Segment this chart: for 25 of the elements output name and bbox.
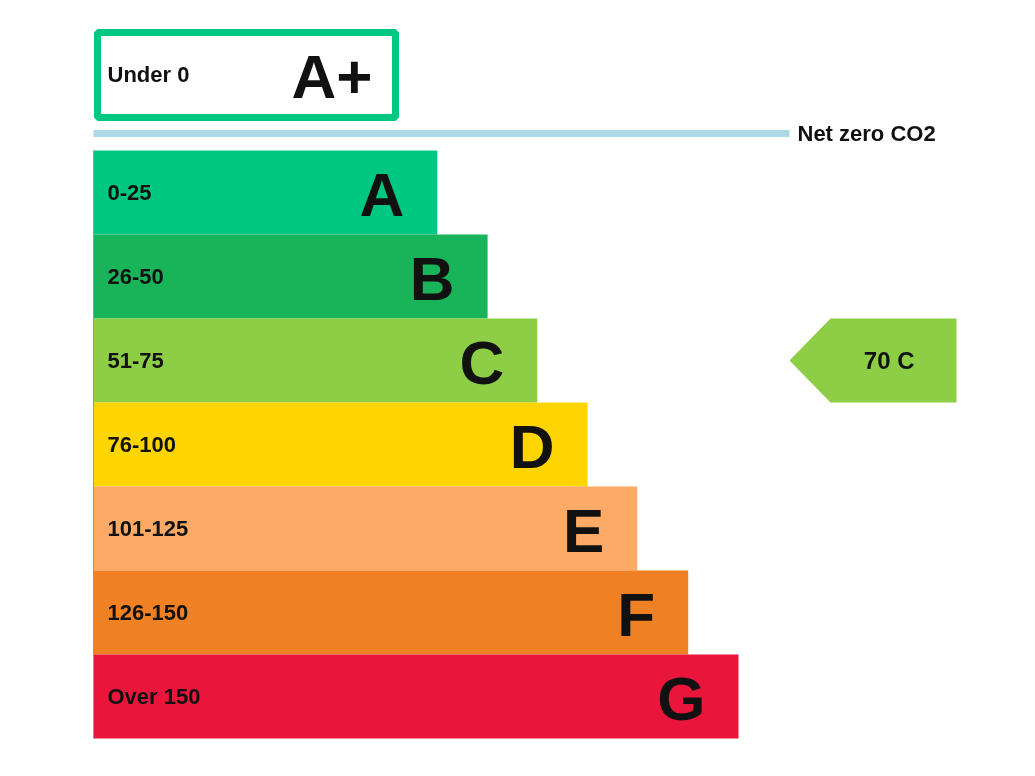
bar — [93, 318, 538, 403]
annotation: D — [509, 412, 555, 481]
bar — [93, 150, 438, 235]
text: 70 C — [863, 347, 915, 374]
annotation: B — [409, 244, 455, 313]
bar — [93, 654, 739, 739]
text: Under 0 — [107, 62, 190, 87]
y-tick-label: Over 150 — [107, 684, 201, 709]
annotation: A — [359, 160, 405, 229]
annotation: F — [617, 580, 656, 649]
annotation: C — [459, 328, 505, 397]
text: Net zero CO2 — [797, 121, 936, 146]
y-tick-label: 51-75 — [107, 348, 164, 373]
y-tick-label: 101-125 — [107, 516, 189, 541]
y-tick-label: 126-150 — [107, 600, 189, 625]
bar — [93, 234, 488, 319]
bar — [93, 570, 689, 655]
text: A+ — [291, 42, 373, 111]
y-tick-label: 0-25 — [107, 180, 152, 205]
bar — [93, 486, 638, 571]
y-tick-label: 76-100 — [107, 432, 177, 457]
bar — [93, 402, 588, 487]
y-tick-label: 26-50 — [107, 264, 164, 289]
annotation: E — [562, 496, 605, 565]
annotation: G — [657, 664, 706, 733]
